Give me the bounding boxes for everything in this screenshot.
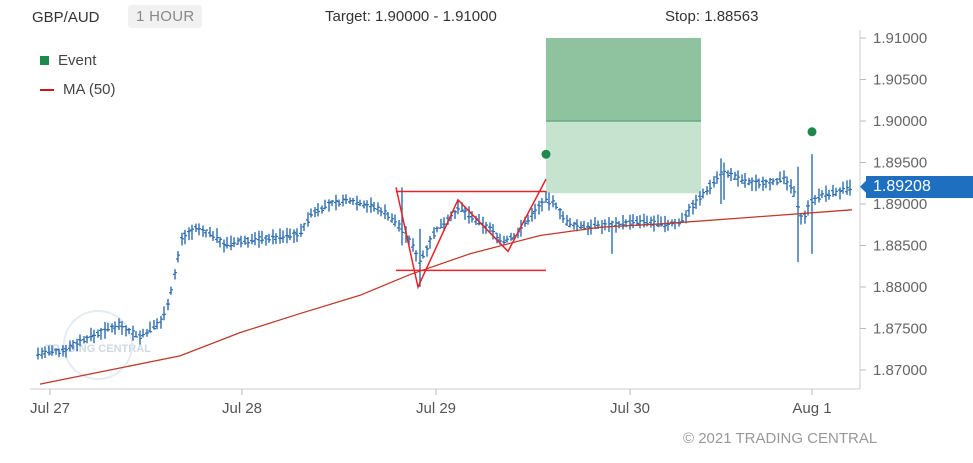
y-tick-label: 1.91000 xyxy=(873,30,927,47)
y-tick-label: 1.88000 xyxy=(873,279,927,296)
y-tick-label: 1.90000 xyxy=(873,113,927,130)
legend-item-ma: MA (50) xyxy=(40,75,116,104)
stop-label: Stop: 1.88563 xyxy=(665,8,758,25)
symbol-label: GBP/AUD xyxy=(32,9,100,26)
price-tag-pointer xyxy=(860,180,866,193)
current-price-label: 1.89208 xyxy=(873,178,931,195)
pattern-zigzag xyxy=(395,178,547,290)
target-value: 1.90000 - 1.91000 xyxy=(375,8,497,25)
target-label: Target: 1.90000 - 1.91000 xyxy=(325,8,497,25)
legend-ma-label: MA (50) xyxy=(63,81,116,98)
ma-50-line xyxy=(39,209,853,385)
event-swatch-icon xyxy=(40,56,49,65)
y-tick-label: 1.88500 xyxy=(873,238,927,255)
x-tick-label: Jul 30 xyxy=(610,400,650,417)
y-tick-label: 1.89000 xyxy=(873,196,927,213)
legend-event-label: Event xyxy=(58,52,97,69)
watermark: TRADING CENTRAL xyxy=(45,343,151,355)
timeframe-button[interactable]: 1 HOUR xyxy=(128,5,203,28)
chart-legend: Event MA (50) xyxy=(40,46,116,104)
stop-value: 1.88563 xyxy=(704,8,759,25)
y-tick-label: 1.89500 xyxy=(873,155,927,172)
ma-swatch-icon xyxy=(40,88,54,91)
stop-title: Stop: xyxy=(665,8,701,25)
x-tick-label: Jul 28 xyxy=(222,400,262,417)
x-tick-label: Aug 1 xyxy=(792,400,831,417)
x-tick-label: Jul 29 xyxy=(416,400,456,417)
target-zone xyxy=(546,38,701,121)
current-price-tag: 1.89208 xyxy=(866,176,973,198)
y-tick-label: 1.90500 xyxy=(873,72,927,89)
event-marker xyxy=(807,127,817,137)
target-title: Target: xyxy=(325,8,371,25)
y-tick-label: 1.87500 xyxy=(873,321,927,338)
projection-zone xyxy=(546,121,701,194)
y-tick-label: 1.87000 xyxy=(873,362,927,379)
watermark-circle xyxy=(63,310,133,380)
copyright-text: © 2021 TRADING CENTRAL xyxy=(683,430,878,447)
event-marker xyxy=(541,149,551,159)
x-tick-label: Jul 27 xyxy=(30,400,70,417)
legend-item-event: Event xyxy=(40,46,116,75)
